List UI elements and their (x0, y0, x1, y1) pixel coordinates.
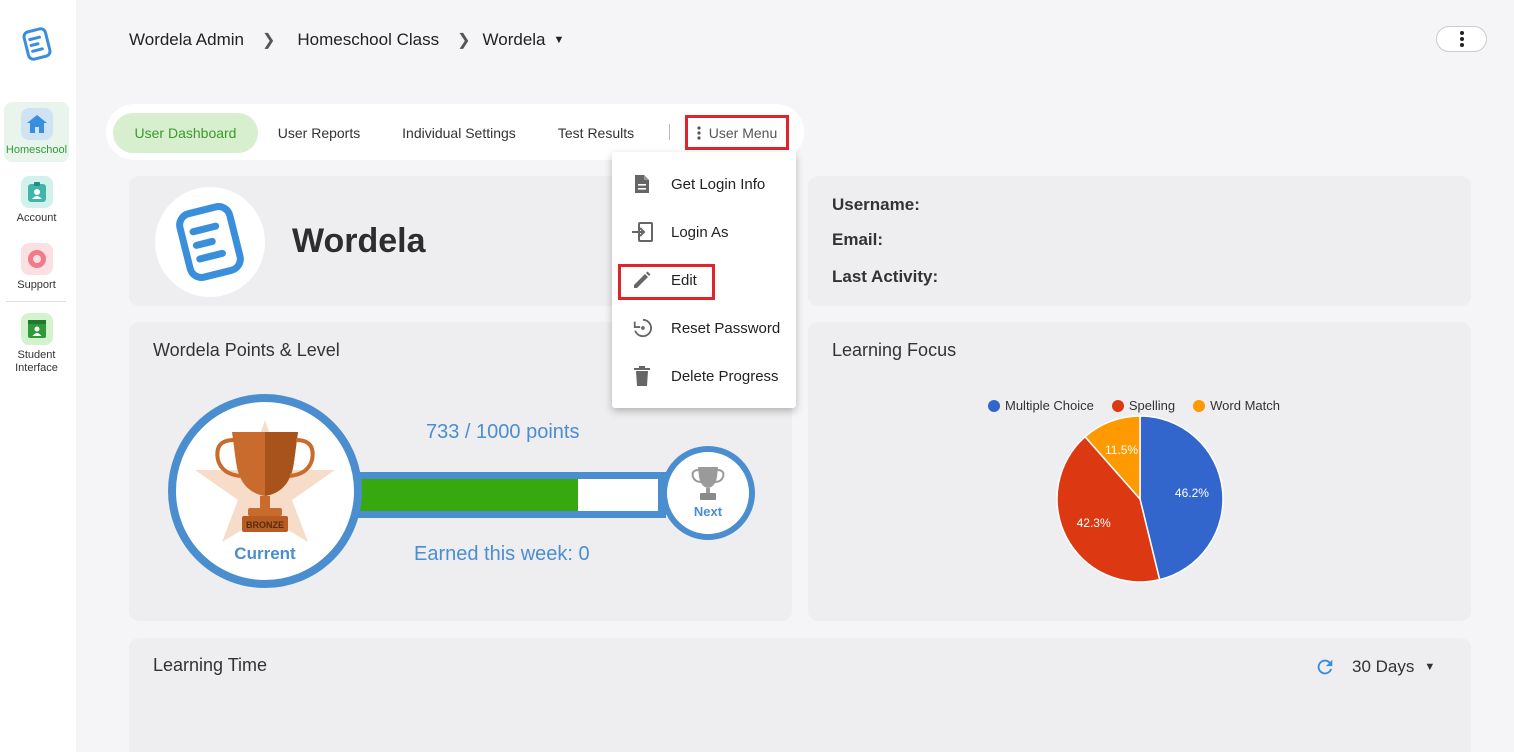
breadcrumb-item-user[interactable]: Wordela (482, 30, 546, 49)
menu-item-label: Edit (671, 271, 697, 289)
sidebar-item-label: Homeschool (5, 144, 68, 156)
progress-track (358, 479, 658, 511)
email-label: Email: (832, 230, 884, 249)
chevron-right-icon: ❯ (457, 32, 471, 49)
document-icon (627, 174, 657, 194)
tab-bar: User Dashboard User Reports Individual S… (106, 104, 804, 160)
bronze-trophy-icon: BRONZE (195, 420, 335, 542)
points-progress-bar (351, 472, 666, 518)
legend-item: Spelling (1111, 398, 1176, 413)
silver-trophy-icon (691, 467, 725, 500)
badge-text: BRONZE (246, 520, 284, 530)
pie-data-label: 42.3% (1077, 516, 1111, 530)
legend-dot (1111, 399, 1124, 412)
user-menu-label: User Menu (708, 124, 778, 141)
account-icon (20, 176, 53, 208)
range-controls: 30 Days ▼ (1314, 656, 1435, 678)
pie-slice-spelling[interactable] (1056, 435, 1161, 583)
menu-item-label: Get Login Info (671, 175, 766, 193)
progress-fill (358, 479, 578, 511)
legend-label: Word Match (1210, 398, 1280, 413)
next-level-badge: Next (661, 446, 755, 540)
pie-slice-word-match[interactable] (1084, 415, 1141, 501)
wordela-logo-icon[interactable] (19, 25, 55, 63)
learning-focus-card: Learning Focus Multiple Choice Spelling … (808, 322, 1471, 621)
login-icon (627, 222, 657, 242)
breadcrumb: Wordela Admin ❯ Homeschool Class ❯ Worde… (129, 28, 564, 52)
sidebar-item-label: Student Interface (15, 349, 58, 374)
sidebar-item-homeschool[interactable]: Homeschool (4, 102, 69, 162)
tab-individual-settings[interactable]: Individual Settings (402, 125, 516, 141)
pie-data-label: 11.5% (1105, 443, 1138, 457)
tab-user-reports[interactable]: User Reports (277, 125, 361, 141)
home-icon (20, 108, 53, 140)
pencil-icon (627, 271, 657, 289)
next-level-label: Next (693, 504, 723, 519)
sidebar-item-label: Account (16, 212, 57, 224)
caret-down-icon[interactable]: ▼ (553, 34, 565, 46)
vertical-dots-icon (1459, 31, 1464, 47)
current-level-badge: BRONZE Current (168, 394, 362, 588)
tab-divider (669, 124, 670, 140)
more-options-button[interactable] (1436, 26, 1487, 52)
sidebar: Homeschool Account Support Student Inter… (0, 0, 76, 752)
legend-dot (988, 399, 1000, 412)
menu-item-label: Delete Progress (671, 367, 779, 385)
username-label: Username: (832, 195, 920, 214)
points-card-title: Wordela Points & Level (153, 340, 340, 360)
sidebar-divider (6, 301, 66, 302)
sidebar-item-student-interface[interactable]: Student Interface (4, 307, 69, 379)
tab-test-results[interactable]: Test Results (557, 125, 635, 141)
sidebar-item-label: Support (17, 279, 56, 291)
support-icon (20, 243, 53, 275)
learning-focus-title: Learning Focus (832, 340, 957, 360)
menu-item-label: Login As (671, 223, 729, 241)
user-menu-button[interactable]: User Menu (685, 115, 789, 150)
earned-this-week-text: Earned this week: 0 (414, 543, 590, 565)
pie-data-label: 46.2% (1175, 486, 1209, 500)
learning-time-card: Learning Time 30 Days ▼ (129, 638, 1471, 752)
breadcrumb-item-class[interactable]: Homeschool Class (297, 30, 440, 49)
student-interface-icon (20, 313, 53, 345)
sidebar-item-account[interactable]: Account (4, 170, 69, 228)
reset-icon (627, 318, 657, 338)
points-total-text: 733 / 1000 points (426, 421, 580, 443)
menu-item-delete-progress[interactable]: Delete Progress (612, 352, 796, 400)
wordela-logo-icon (176, 203, 244, 281)
range-select-value[interactable]: 30 Days (1352, 657, 1415, 676)
chart-legend: Multiple Choice Spelling Word Match (988, 398, 1280, 413)
menu-item-reset-password[interactable]: Reset Password (612, 304, 796, 352)
legend-label: Multiple Choice (1005, 398, 1094, 413)
sidebar-item-support[interactable]: Support (4, 237, 69, 295)
menu-item-login-as[interactable]: Login As (612, 208, 796, 256)
user-info-card: Username: Email: Last Activity: (808, 176, 1471, 306)
current-level-label: Current (234, 544, 296, 563)
menu-item-get-login-info[interactable]: Get Login Info (612, 160, 796, 208)
vertical-dots-icon (697, 125, 701, 140)
edit-highlight-box (618, 264, 715, 300)
legend-dot (1193, 399, 1206, 412)
last-activity-label: Last Activity: (832, 267, 939, 286)
pie-slice-multiple-choice[interactable] (1139, 415, 1224, 581)
avatar (155, 187, 265, 297)
trash-icon (627, 366, 657, 386)
user-menu-dropdown: Get Login Info Login As Edit Reset Passw… (612, 152, 796, 408)
menu-item-edit[interactable]: Edit (612, 256, 796, 304)
legend-label: Spelling (1128, 398, 1176, 413)
menu-item-label: Reset Password (671, 319, 781, 337)
breadcrumb-item-admin[interactable]: Wordela Admin (129, 30, 244, 49)
legend-item: Word Match (1193, 398, 1280, 413)
tab-user-dashboard[interactable]: User Dashboard (113, 113, 258, 153)
chevron-right-icon: ❯ (261, 32, 276, 49)
caret-down-icon[interactable]: ▼ (1424, 661, 1436, 673)
learning-focus-pie-chart: 46.2% 42.3% 11.5% (1056, 415, 1224, 583)
legend-item: Multiple Choice (988, 398, 1094, 413)
profile-name: Wordela (292, 222, 426, 260)
refresh-icon[interactable] (1314, 656, 1336, 678)
learning-time-title: Learning Time (153, 655, 268, 675)
